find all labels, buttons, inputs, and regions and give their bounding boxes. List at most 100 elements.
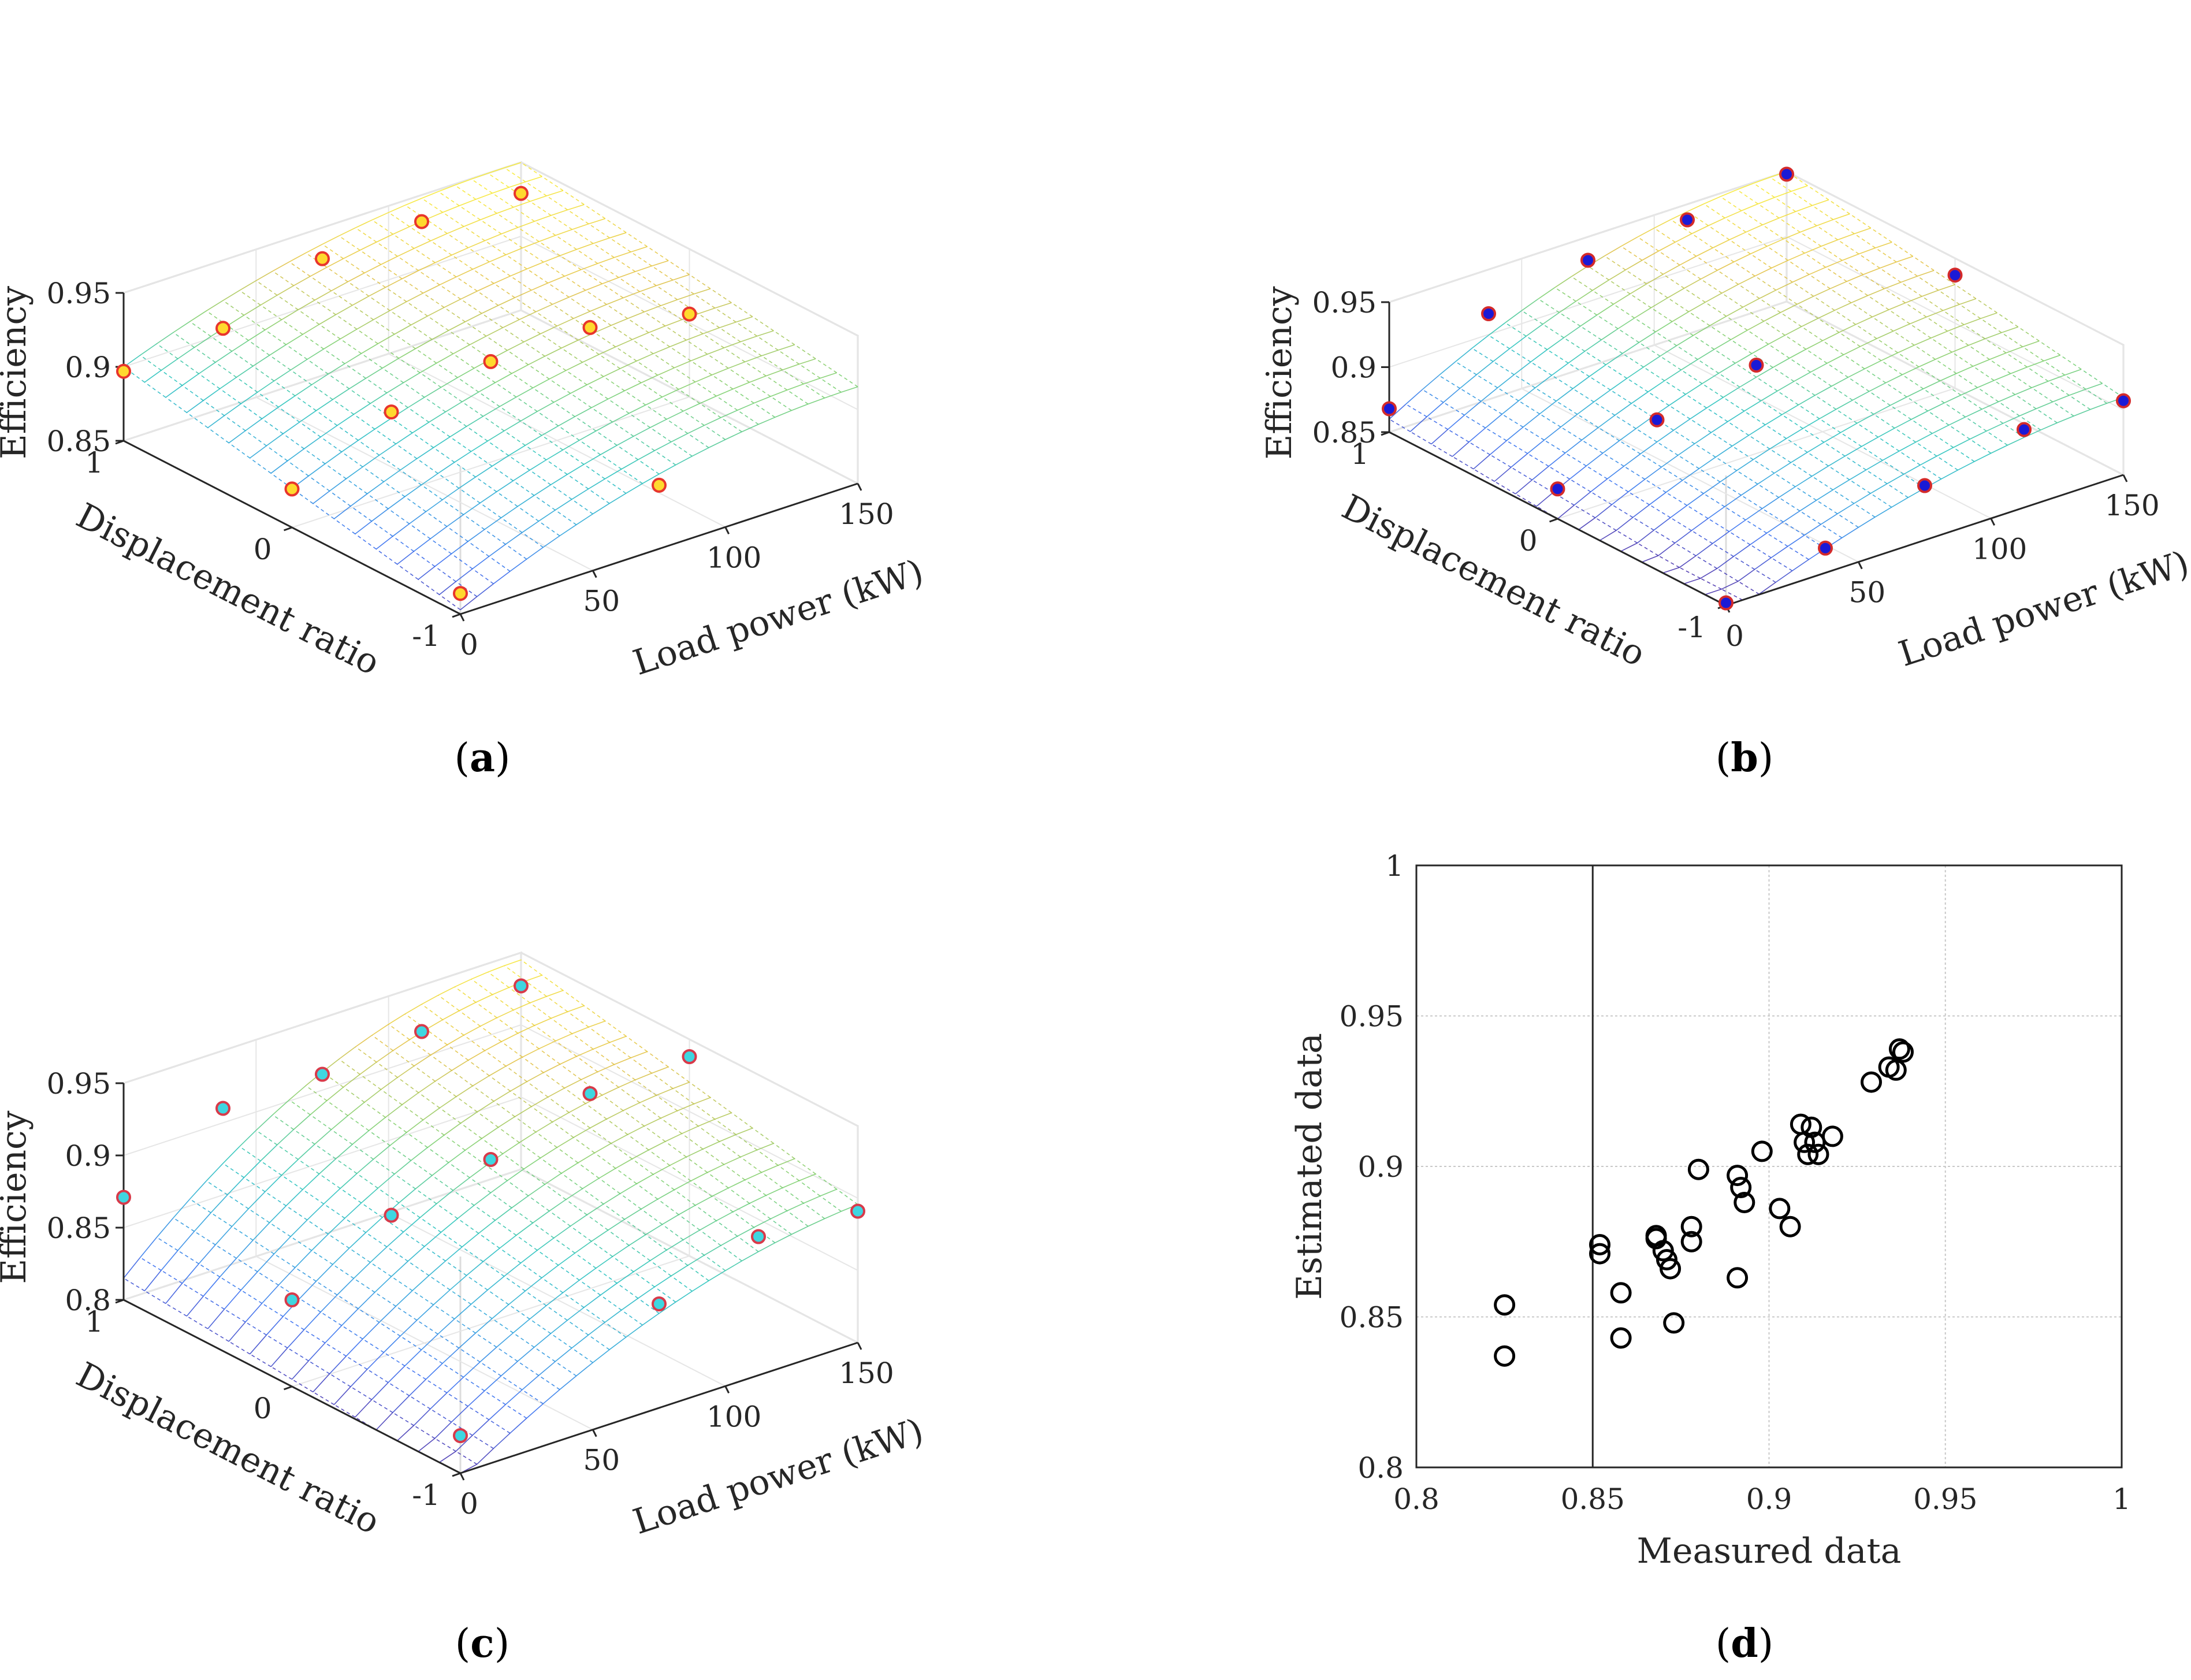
mesh-line	[561, 1162, 579, 1174]
mesh-line	[507, 350, 529, 365]
mesh-line	[1741, 210, 1763, 225]
mesh-line	[1811, 465, 1829, 477]
mesh-line	[501, 517, 523, 533]
mesh-line	[326, 1087, 344, 1101]
mesh-line	[310, 1100, 328, 1116]
mesh-line	[1640, 454, 1662, 468]
mesh-line	[791, 1225, 809, 1235]
mesh-line	[555, 1033, 572, 1042]
mesh-line	[512, 1332, 535, 1348]
mesh-line	[698, 313, 720, 328]
mesh-line	[513, 1009, 535, 1026]
x-tick-label: 0.95	[1913, 1482, 1977, 1516]
mesh-line	[1721, 589, 1743, 601]
mesh-line	[265, 329, 287, 345]
mesh-line	[371, 1035, 393, 1051]
mesh-line	[1802, 428, 1825, 443]
mesh-line	[498, 1127, 520, 1143]
mesh-line	[632, 1149, 649, 1159]
mesh-line	[313, 503, 334, 519]
mesh-line	[1616, 516, 1634, 531]
mesh-line	[641, 374, 658, 384]
mesh-line	[1443, 402, 1465, 416]
mesh-line	[520, 1250, 538, 1263]
data-point	[1589, 1234, 1610, 1255]
mesh-line	[1906, 388, 1924, 397]
mesh-line	[1770, 546, 1788, 559]
mesh-line	[340, 329, 358, 340]
mesh-line	[447, 1035, 464, 1046]
mesh-line	[177, 1231, 195, 1251]
mesh-line	[1750, 246, 1768, 255]
mesh-line	[400, 469, 422, 486]
mesh-line	[737, 410, 759, 425]
mesh-line	[1654, 219, 1671, 229]
mesh-line	[534, 484, 551, 496]
mesh-line	[492, 994, 514, 1010]
mesh-line	[1875, 247, 1897, 263]
mesh-line	[665, 1141, 687, 1158]
mesh-line	[1944, 402, 1966, 418]
mesh-line	[1695, 555, 1717, 569]
mesh-line	[240, 392, 258, 404]
mesh-line	[1646, 274, 1664, 285]
y-tick-mark	[283, 1385, 293, 1391]
mesh-line	[1948, 425, 1970, 440]
mesh-line	[394, 333, 416, 350]
mesh-line	[404, 1003, 422, 1014]
mesh-line	[388, 212, 410, 227]
mesh-line	[1597, 314, 1619, 329]
x-tick-mark	[592, 1429, 597, 1437]
mesh-line	[307, 348, 324, 360]
mesh-line	[442, 499, 464, 515]
mesh-line	[504, 1262, 522, 1277]
mesh-line	[207, 415, 225, 429]
mesh-line	[1839, 324, 1856, 333]
mesh-line	[737, 403, 754, 411]
mesh-line	[1506, 440, 1528, 454]
mesh-line	[1824, 441, 1846, 457]
mesh-line	[337, 425, 359, 441]
mesh-line	[603, 1193, 620, 1205]
mesh-line	[621, 1310, 643, 1326]
mesh-line	[371, 1399, 393, 1413]
mesh-line	[1943, 310, 1965, 325]
mesh-line	[543, 1072, 565, 1089]
mesh-line	[1616, 530, 1638, 544]
mesh-line	[434, 566, 456, 582]
mesh-line	[484, 240, 507, 255]
mesh-line	[1526, 336, 1548, 350]
mesh-line	[266, 1335, 288, 1348]
mesh-line	[278, 407, 300, 423]
mesh-line	[1513, 374, 1536, 389]
mesh-line	[650, 1260, 672, 1277]
mesh-line	[538, 1361, 556, 1376]
mesh-line	[574, 1241, 592, 1254]
mesh-line	[1700, 278, 1723, 294]
mesh-line	[656, 1088, 674, 1096]
mesh-line	[588, 1027, 610, 1043]
mesh-line	[675, 1291, 693, 1303]
mesh-line	[319, 1158, 336, 1174]
mesh-line	[1896, 255, 1913, 263]
mesh-line	[1880, 261, 1897, 269]
mesh-line	[522, 532, 544, 548]
mesh-line	[652, 1066, 669, 1074]
data-point	[1660, 1258, 1682, 1280]
mesh-line	[1677, 455, 1699, 469]
mesh-line	[1661, 455, 1679, 468]
mesh-line	[1708, 518, 1729, 532]
mesh-line	[401, 270, 419, 280]
mesh-line	[356, 1173, 378, 1189]
mesh-line	[228, 443, 251, 459]
mesh-line	[753, 1218, 771, 1228]
mesh-line	[1816, 489, 1833, 501]
mesh-line	[732, 388, 754, 404]
data-point	[1947, 267, 1963, 283]
mesh-line	[1573, 504, 1596, 518]
mesh-line	[608, 390, 625, 400]
mesh-line	[749, 382, 771, 397]
mesh-line	[1680, 369, 1703, 384]
mesh-line	[1903, 464, 1921, 475]
mesh-line	[297, 309, 320, 325]
